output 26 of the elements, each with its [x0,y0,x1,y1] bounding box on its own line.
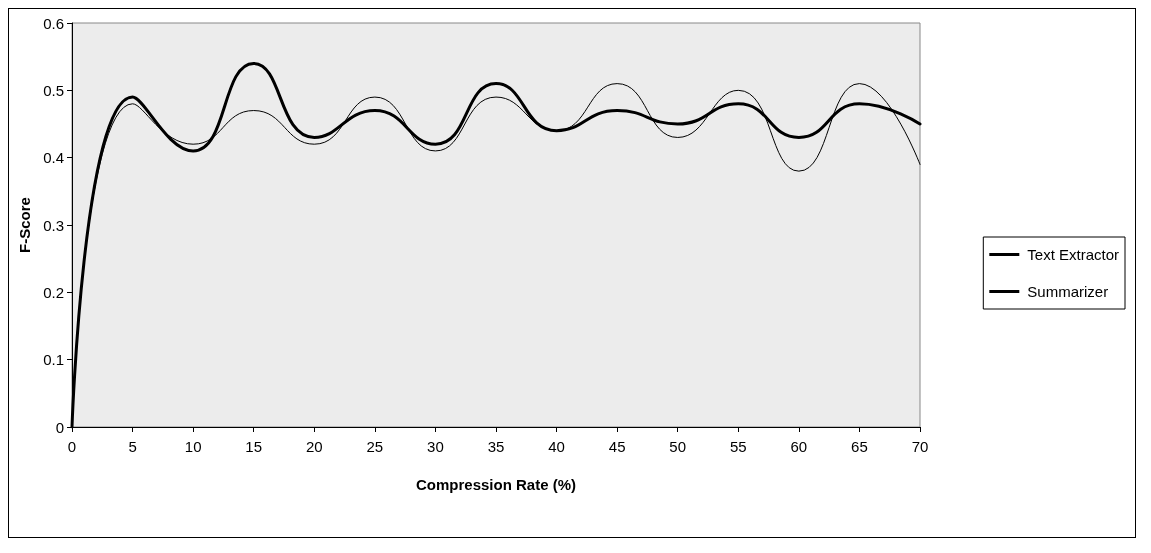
x-tick-label: 45 [608,438,626,455]
x-tick-label: 15 [245,438,263,455]
legend-label: Text Extractor [1027,246,1120,263]
y-tick-label: 0.2 [43,283,64,301]
x-tick-label: 10 [184,438,202,455]
x-tick-label: 35 [487,438,505,455]
legend-label: Summarizer [1027,283,1109,300]
x-tick-label: 55 [729,438,747,455]
y-tick-label: 0.5 [43,81,64,99]
y-tick-label: 0.6 [43,14,64,32]
y-tick-label: 0.4 [43,149,64,167]
x-tick-label: 50 [669,438,687,455]
x-tick-label: 70 [911,438,929,455]
x-tick-label: 5 [128,438,137,455]
y-tick-label: 0.1 [43,351,64,369]
x-tick-label: 25 [366,438,384,455]
x-axis-title: Compression Rate (%) [415,476,577,493]
x-tick-label: 40 [548,438,565,455]
x-tick-label: 30 [427,438,444,455]
x-tick-label: 20 [305,438,323,455]
x-tick-label: 65 [851,438,868,455]
y-tick-label: 0 [55,418,64,436]
x-tick-label: 60 [790,438,808,455]
y-tick-label: 0.3 [43,216,64,234]
y-axis-title: F-Score [16,197,33,253]
x-tick-label: 0 [67,438,77,455]
